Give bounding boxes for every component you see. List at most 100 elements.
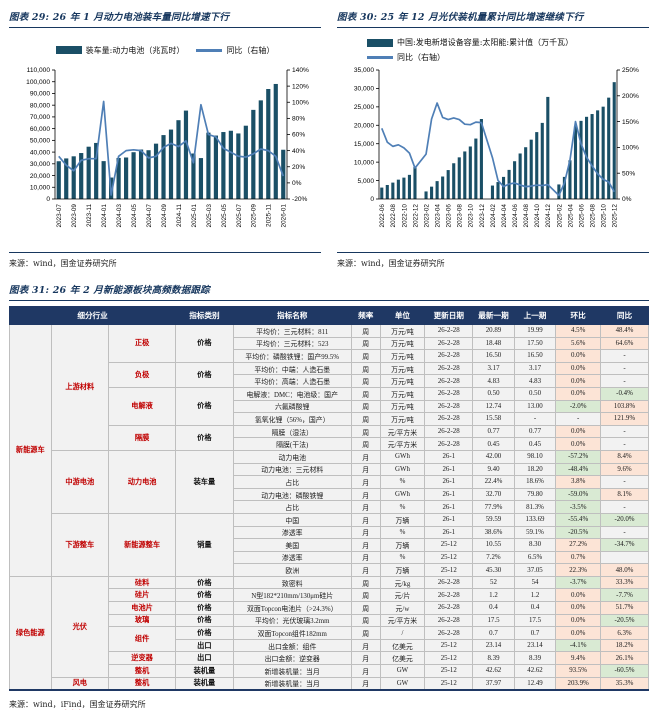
category-cell: 装机量 <box>175 664 234 678</box>
svg-text:2025-04: 2025-04 <box>567 204 574 228</box>
unit-cell: 元/平方米 <box>379 437 426 451</box>
svg-text:2023-04: 2023-04 <box>435 204 442 228</box>
charts-row: 图表 29: 26 年 1 月动力电池装车量同比增速下行 装车量:动力电池（兆瓦… <box>9 6 649 269</box>
svg-text:2025-06: 2025-06 <box>578 204 585 228</box>
figure-29: 图表 29: 26 年 1 月动力电池装车量同比增速下行 装车量:动力电池（兆瓦… <box>9 6 321 269</box>
previous-value-cell: 0.7 <box>513 626 557 640</box>
latest-value-cell: 9.40 <box>472 462 515 477</box>
previous-value-cell: 19.99 <box>513 324 557 338</box>
svg-text:2023-09: 2023-09 <box>71 204 78 228</box>
svg-text:2024-04: 2024-04 <box>501 204 508 228</box>
latest-value-cell: 42.62 <box>472 664 515 678</box>
category-cell: 价格 <box>175 613 234 628</box>
previous-value-cell: 13.00 <box>513 399 557 414</box>
category-cell: 装机量 <box>175 676 234 691</box>
frequency-cell: 周 <box>350 424 381 439</box>
mom-change-cell: 0.0% <box>555 349 601 363</box>
update-date-cell: 26-2-28 <box>424 424 474 439</box>
latest-value-cell: 20.89 <box>472 324 515 338</box>
figure-31-title: 图表 31: 26 年 2 月新能源板块高频数据跟踪 <box>9 279 649 301</box>
unit-cell: 万辆 <box>379 538 426 552</box>
mom-change-cell: 27.2% <box>555 538 601 552</box>
indicator-name-cell: 平均价：三元材料：811 <box>232 324 352 338</box>
mom-change-cell: -3.7% <box>555 575 601 590</box>
source-text: 来源：wind， <box>9 700 61 710</box>
frequency-cell: 周 <box>350 324 381 338</box>
figure-30-title: 图表 30: 25 年 12 月光伏装机量累计同比增速继续下行 <box>337 6 649 28</box>
svg-text:0: 0 <box>46 196 50 203</box>
indicator-name-cell: 渗透率 <box>232 525 352 540</box>
update-date-cell: 26-1 <box>424 525 474 540</box>
line-series-swatch <box>367 56 393 59</box>
unit-cell: 万元/吨 <box>379 361 426 376</box>
segment-cell: 整机 <box>108 664 177 678</box>
indicator-name-cell: N型182*210mm/130μm硅片 <box>232 588 352 603</box>
mom-change-cell: -57.2% <box>555 449 601 464</box>
header-yoy: 同比 <box>600 306 649 325</box>
segment-cell: 负极 <box>108 361 177 388</box>
svg-text:150%: 150% <box>622 119 639 126</box>
unit-cell: % <box>379 550 426 565</box>
unit-cell: % <box>379 475 426 489</box>
indicator-name-cell: 平均价：光伏玻璃3.2mm <box>232 613 352 628</box>
latest-value-cell: 10.55 <box>472 538 515 552</box>
header-category: 指标类别 <box>175 306 234 325</box>
indicator-name-cell: 隔膜（湿法） <box>232 424 352 439</box>
frequency-cell: 周 <box>350 588 381 603</box>
update-date-cell: 26-1 <box>424 512 474 527</box>
indicator-name-cell: 动力电池：三元材料 <box>232 462 352 477</box>
frequency-cell: 周 <box>350 336 381 351</box>
svg-text:2025-12: 2025-12 <box>612 204 619 228</box>
previous-value-cell: 12.49 <box>513 676 557 691</box>
unit-cell: GWh <box>379 449 426 464</box>
indicator-name-cell: 氢氧化锂（56%，国产） <box>232 412 352 426</box>
svg-text:60,000: 60,000 <box>30 126 51 133</box>
latest-value-cell: 0.45 <box>472 437 515 451</box>
latest-value-cell: 23.14 <box>472 638 515 653</box>
latest-value-cell: 77.9% <box>472 500 515 514</box>
yoy-change-cell: - <box>600 424 649 439</box>
svg-text:250%: 250% <box>622 67 639 74</box>
line-series-label: 同比（右轴） <box>226 45 275 55</box>
frequency-cell: 月 <box>350 487 381 502</box>
source-text: ，国金证券研究所 <box>81 700 146 710</box>
mom-change-cell: - <box>555 412 601 426</box>
unit-cell: GW <box>379 664 426 678</box>
previous-value-cell: 42.62 <box>513 664 557 678</box>
header-latest: 最新一期 <box>472 306 515 325</box>
frequency-cell: 月 <box>350 664 381 678</box>
mom-change-cell: 0.0% <box>555 613 601 628</box>
svg-text:2023-11: 2023-11 <box>86 204 93 227</box>
figure-29-source: 来源：wind，国金证券研究所 <box>9 252 321 269</box>
unit-cell: 万元/吨 <box>379 386 426 401</box>
figure-30-legend: 中国:发电新增设备容量:太阳能:累计值（万千瓦） 同比（右轴） <box>337 37 649 63</box>
mom-change-cell: -2.0% <box>555 399 601 414</box>
mom-change-cell: -3.5% <box>555 500 601 514</box>
previous-value-cell: 59.1% <box>513 525 557 540</box>
previous-value-cell: 16.50 <box>513 349 557 363</box>
unit-cell: 元/平方米 <box>379 424 426 439</box>
table-row: 占比月% 26-1 77.9% 81.3% -3.5% - <box>10 500 649 514</box>
frequency-cell: 月 <box>350 525 381 540</box>
svg-text:2025-03: 2025-03 <box>206 204 213 228</box>
indicator-name-cell: 新增装机量：当月 <box>232 664 352 678</box>
segment-cell: 整机 <box>108 676 177 691</box>
header-mom: 环比 <box>555 306 601 325</box>
svg-text:2024-03: 2024-03 <box>116 204 123 228</box>
previous-value-cell: 1.2 <box>513 588 557 603</box>
figure-29-title: 图表 29: 26 年 1 月动力电池装车量同比增速下行 <box>9 6 321 28</box>
yoy-change-cell: 64.6% <box>600 336 649 351</box>
svg-text:20%: 20% <box>292 164 305 171</box>
svg-text:2022-06: 2022-06 <box>379 204 386 228</box>
table-row: 动力电池：三元材料月 GWh 26-1 9.40 18.20 -48.4% 9.6% <box>10 462 649 477</box>
category-cell: 价格 <box>175 424 234 451</box>
indicator-name-cell: 动力电池 <box>232 449 352 464</box>
latest-value-cell: 42.00 <box>472 449 515 464</box>
update-date-cell: 25-12 <box>424 550 474 565</box>
mom-change-cell: -20.5% <box>555 525 601 540</box>
unit-cell: % <box>379 525 426 540</box>
previous-value-cell: 98.10 <box>513 449 557 464</box>
indicator-name-cell: 渗透率 <box>232 550 352 565</box>
yoy-change-cell: 121.9% <box>600 412 649 426</box>
update-date-cell: 26-2-28 <box>424 361 474 376</box>
